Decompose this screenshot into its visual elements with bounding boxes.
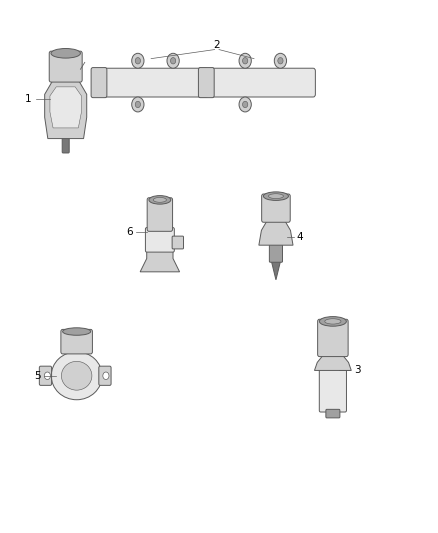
FancyBboxPatch shape — [319, 369, 346, 412]
Text: 5: 5 — [34, 371, 41, 381]
Circle shape — [132, 97, 144, 112]
FancyBboxPatch shape — [210, 68, 315, 97]
Circle shape — [278, 58, 283, 64]
Ellipse shape — [263, 192, 289, 200]
FancyBboxPatch shape — [326, 409, 340, 418]
FancyBboxPatch shape — [103, 68, 208, 97]
Text: 3: 3 — [353, 366, 360, 375]
Polygon shape — [140, 251, 180, 272]
Ellipse shape — [149, 196, 171, 204]
FancyBboxPatch shape — [269, 244, 283, 262]
FancyBboxPatch shape — [39, 366, 52, 385]
Ellipse shape — [319, 317, 346, 326]
Polygon shape — [314, 354, 351, 370]
Text: 1: 1 — [25, 94, 32, 103]
Text: 4: 4 — [297, 232, 304, 242]
Circle shape — [103, 372, 109, 379]
FancyBboxPatch shape — [62, 138, 69, 153]
Ellipse shape — [153, 197, 166, 203]
FancyBboxPatch shape — [99, 366, 111, 385]
Circle shape — [170, 58, 176, 64]
FancyBboxPatch shape — [261, 194, 290, 222]
Circle shape — [243, 101, 248, 108]
Circle shape — [135, 58, 141, 64]
FancyBboxPatch shape — [61, 329, 92, 354]
FancyBboxPatch shape — [198, 68, 214, 98]
Circle shape — [239, 53, 251, 68]
Ellipse shape — [63, 328, 91, 335]
Ellipse shape — [51, 49, 81, 58]
Circle shape — [274, 53, 286, 68]
Text: 2: 2 — [213, 41, 220, 50]
Polygon shape — [50, 87, 81, 128]
FancyBboxPatch shape — [145, 228, 174, 252]
Circle shape — [167, 53, 179, 68]
Ellipse shape — [325, 319, 341, 324]
Circle shape — [243, 58, 248, 64]
Ellipse shape — [268, 193, 283, 198]
FancyBboxPatch shape — [49, 51, 82, 82]
Polygon shape — [45, 80, 87, 139]
FancyBboxPatch shape — [318, 319, 348, 357]
Ellipse shape — [61, 361, 92, 390]
FancyBboxPatch shape — [147, 198, 173, 231]
Polygon shape — [259, 220, 293, 245]
Circle shape — [44, 372, 50, 379]
Circle shape — [239, 97, 251, 112]
Polygon shape — [272, 261, 280, 280]
Text: 6: 6 — [126, 227, 133, 237]
FancyBboxPatch shape — [172, 236, 184, 249]
Circle shape — [135, 101, 141, 108]
Ellipse shape — [51, 352, 102, 400]
Circle shape — [132, 53, 144, 68]
FancyBboxPatch shape — [91, 68, 107, 98]
